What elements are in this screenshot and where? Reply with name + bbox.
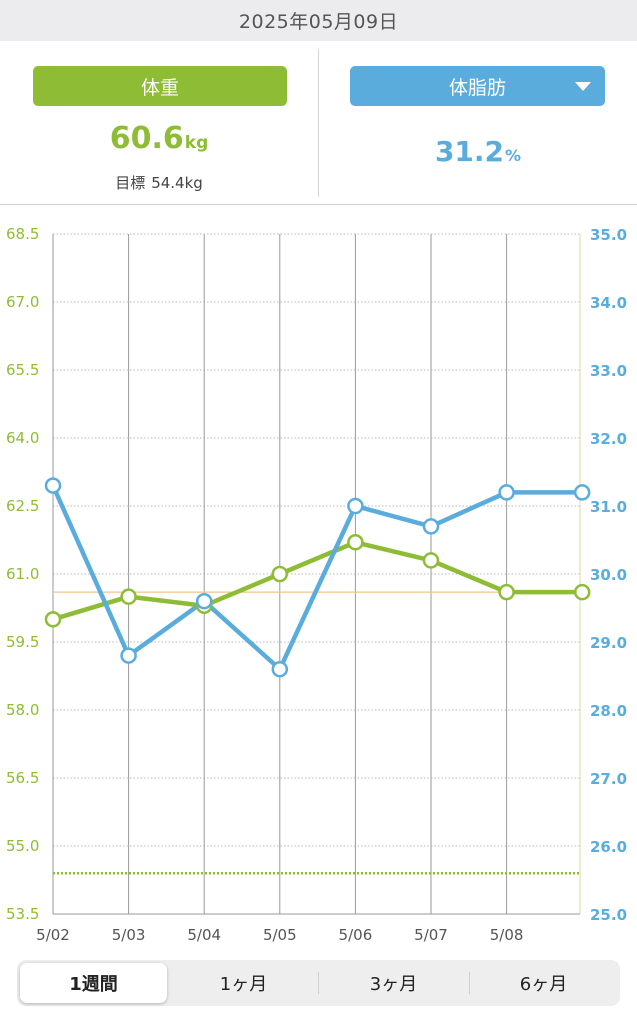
- date-header: 2025年05月09日: [0, 0, 637, 41]
- triangle-down-icon: [575, 82, 591, 91]
- weight-number: 60.6: [109, 121, 184, 156]
- body-fat-data-point: [44, 477, 62, 494]
- range-divider: [469, 972, 470, 994]
- left-axis-tick-label: 58.0: [6, 701, 39, 719]
- x-axis-tick-label: 5/02: [36, 926, 70, 944]
- range-tab-label: 1週間: [69, 974, 118, 995]
- right-axis-tick-label: 33.0: [590, 362, 627, 380]
- body-fat-data-point: [347, 497, 364, 515]
- right-axis-tick-label: 35.0: [590, 226, 627, 244]
- right-axis-tick-label: 27.0: [590, 770, 627, 788]
- weight-data-point: [573, 583, 591, 601]
- body-fat-dropdown-button[interactable]: 体脂肪: [350, 66, 605, 106]
- range-tab-6-months[interactable]: 6ヶ月: [470, 963, 617, 1003]
- body-fat-series-line: [50, 483, 585, 672]
- range-tab-3-months[interactable]: 3ヶ月: [320, 963, 467, 1003]
- weight-summary: 体重 60.6kg 目標 54.4kg: [0, 41, 318, 204]
- weight-data-point: [347, 534, 364, 551]
- weight-tab-button[interactable]: 体重: [33, 66, 287, 106]
- right-axis-tick-label: 29.0: [590, 634, 627, 652]
- goal-value: 54.4kg: [151, 174, 203, 192]
- left-axis-tick-label: 61.0: [6, 565, 39, 583]
- left-axis-tick-label: 53.5: [6, 905, 39, 923]
- left-axis-tick-label: 56.5: [6, 769, 39, 787]
- right-axis-tick-label: 32.0: [590, 430, 627, 448]
- summary-panel: 体重 60.6kg 目標 54.4kg 体脂肪 31.2%: [0, 41, 637, 205]
- x-axis-tick-label: 5/08: [490, 926, 524, 944]
- weight-data-point: [120, 588, 137, 605]
- weight-series-line: [50, 540, 585, 622]
- summary-divider: [318, 49, 319, 197]
- range-tab-label: 6ヶ月: [519, 974, 568, 995]
- range-divider: [318, 972, 319, 994]
- body-fat-data-point: [195, 592, 213, 610]
- body-fat-data-point: [120, 647, 137, 664]
- right-axis-tick-label: 31.0: [590, 498, 627, 516]
- range-tab-1-month[interactable]: 1ヶ月: [170, 963, 317, 1003]
- body-fat-data-point: [422, 518, 440, 535]
- weight-goal: 目標 54.4kg: [0, 172, 318, 193]
- body-fat-data-point: [271, 660, 289, 678]
- left-axis-tick-label: 62.5: [6, 497, 39, 515]
- body-fat-data-point: [498, 484, 515, 501]
- weight-data-point: [271, 565, 289, 583]
- body-fat-data-point: [573, 484, 591, 501]
- body-fat-tab-label: 体脂肪: [448, 76, 506, 99]
- x-axis-tick-label: 5/05: [263, 926, 297, 944]
- range-tab-label: 1ヶ月: [219, 974, 268, 995]
- weight-value: 60.6kg: [0, 121, 318, 156]
- weight-fat-chart: 68.5 67.0 65.5 64.0 62.5 61.0 59.5 58.0 56.5 55.0…: [6, 225, 627, 944]
- right-axis-tick-label: 25.0: [590, 906, 627, 924]
- fat-summary: 体脂肪 31.2%: [319, 41, 637, 204]
- range-selector: 1週間 1ヶ月 3ヶ月 6ヶ月: [17, 960, 620, 1006]
- body-fat-number: 31.2: [434, 135, 505, 168]
- weight-data-point: [498, 583, 515, 601]
- left-axis-tick-label: 68.5: [6, 225, 39, 243]
- body-fat-unit: %: [505, 146, 522, 165]
- body-fat-value: 31.2%: [319, 135, 637, 168]
- x-axis-tick-label: 5/04: [187, 926, 221, 944]
- weight-data-point: [422, 552, 440, 569]
- left-axis-tick-label: 67.0: [6, 293, 39, 311]
- range-tab-label: 3ヶ月: [369, 974, 418, 995]
- x-axis-tick-label: 5/03: [112, 926, 146, 944]
- left-axis-tick-label: 59.5: [6, 633, 39, 651]
- range-tab-1-week[interactable]: 1週間: [20, 963, 167, 1003]
- right-axis-tick-label: 30.0: [590, 566, 627, 584]
- right-axis-tick-label: 34.0: [590, 294, 627, 312]
- weight-data-point: [44, 611, 62, 628]
- right-axis-tick-label: 26.0: [590, 838, 627, 856]
- right-axis-tick-label: 28.0: [590, 702, 627, 720]
- left-axis-tick-label: 65.5: [6, 361, 39, 379]
- goal-label: 目標: [115, 174, 146, 192]
- weight-unit: kg: [184, 133, 209, 153]
- weight-tab-label: 体重: [140, 76, 179, 99]
- x-axis-tick-label: 5/07: [414, 926, 448, 944]
- x-axis-tick-label: 5/06: [339, 926, 373, 944]
- current-date: 2025年05月09日: [238, 11, 399, 33]
- left-axis-tick-label: 64.0: [6, 429, 39, 447]
- left-axis-tick-label: 55.0: [6, 837, 39, 855]
